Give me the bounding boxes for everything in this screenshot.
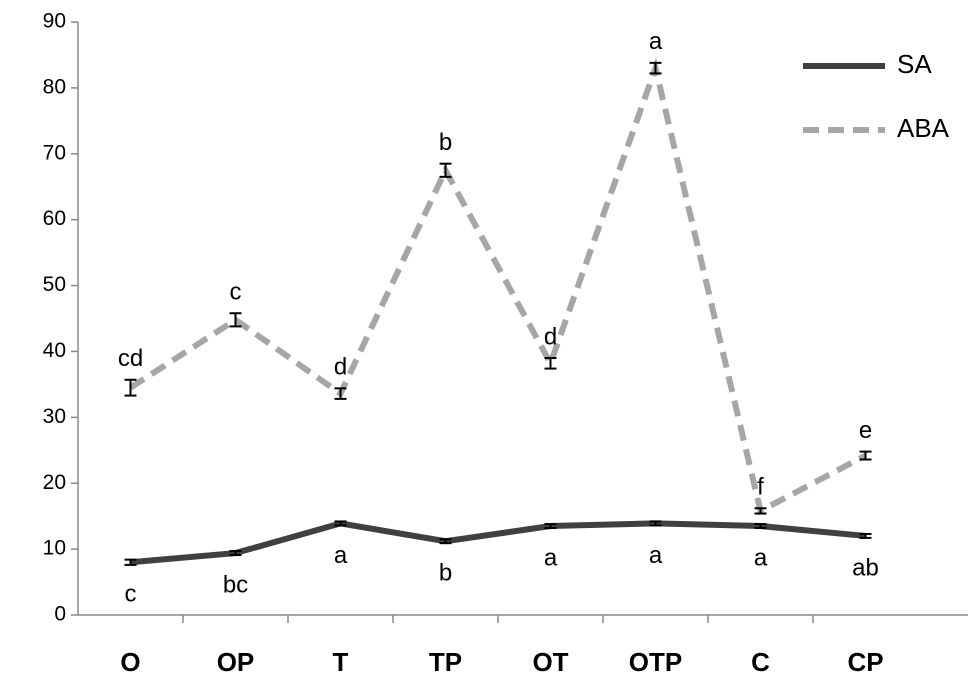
error-bar [859, 450, 872, 461]
annotation: ab [852, 554, 879, 581]
y-tick-label: 10 [43, 537, 66, 560]
y-tick-label: 0 [54, 603, 66, 626]
x-tick-label: O [120, 647, 140, 677]
annotation: d [544, 323, 557, 350]
annotation: cd [118, 345, 143, 372]
x-tick-label: CP [847, 647, 883, 677]
annotation: a [649, 28, 663, 55]
y-tick-label: 50 [43, 273, 66, 296]
x-tick-label: OT [532, 647, 568, 677]
y-tick-label: 80 [43, 75, 66, 98]
x-tick-label: T [333, 647, 349, 677]
y-tick-label: 70 [43, 141, 66, 164]
x-tick-label: TP [429, 647, 462, 677]
error-bar [649, 61, 662, 75]
error-bar [124, 378, 137, 397]
annotation: a [649, 542, 663, 569]
error-bar [334, 520, 347, 527]
annotation: a [544, 544, 558, 571]
annotation: b [439, 129, 452, 156]
annotation: f [757, 474, 764, 501]
annotation: e [859, 417, 872, 444]
legend-label: ABA [897, 113, 950, 143]
error-bar [859, 532, 872, 539]
error-bar [649, 520, 662, 527]
y-tick-label: 20 [43, 471, 66, 494]
error-bar [544, 357, 557, 370]
x-tick-label: OP [217, 647, 255, 677]
annotation: a [754, 544, 768, 571]
error-bar [229, 312, 242, 328]
annotation: bc [223, 571, 248, 598]
y-tick-label: 40 [43, 339, 66, 362]
annotation: d [334, 354, 347, 381]
series-line [128, 57, 867, 516]
annotation: c [125, 581, 137, 608]
x-tick-label: C [751, 647, 770, 677]
error-bar [754, 523, 767, 530]
error-bar [439, 162, 452, 178]
error-bar [439, 538, 452, 545]
annotation: c [230, 279, 242, 306]
y-tick-label: 60 [43, 207, 66, 230]
annotation: b [439, 560, 452, 587]
error-bar [229, 550, 242, 557]
y-tick-label: 30 [43, 405, 66, 428]
error-bar [544, 523, 557, 530]
error-bar [124, 558, 137, 566]
legend-label: SA [897, 49, 932, 79]
series-line [130, 520, 866, 566]
error-bar [334, 387, 347, 400]
y-tick-label: 90 [43, 10, 66, 33]
x-tick-label: OTP [629, 647, 682, 677]
error-bar [754, 507, 767, 515]
annotation: a [334, 542, 348, 569]
